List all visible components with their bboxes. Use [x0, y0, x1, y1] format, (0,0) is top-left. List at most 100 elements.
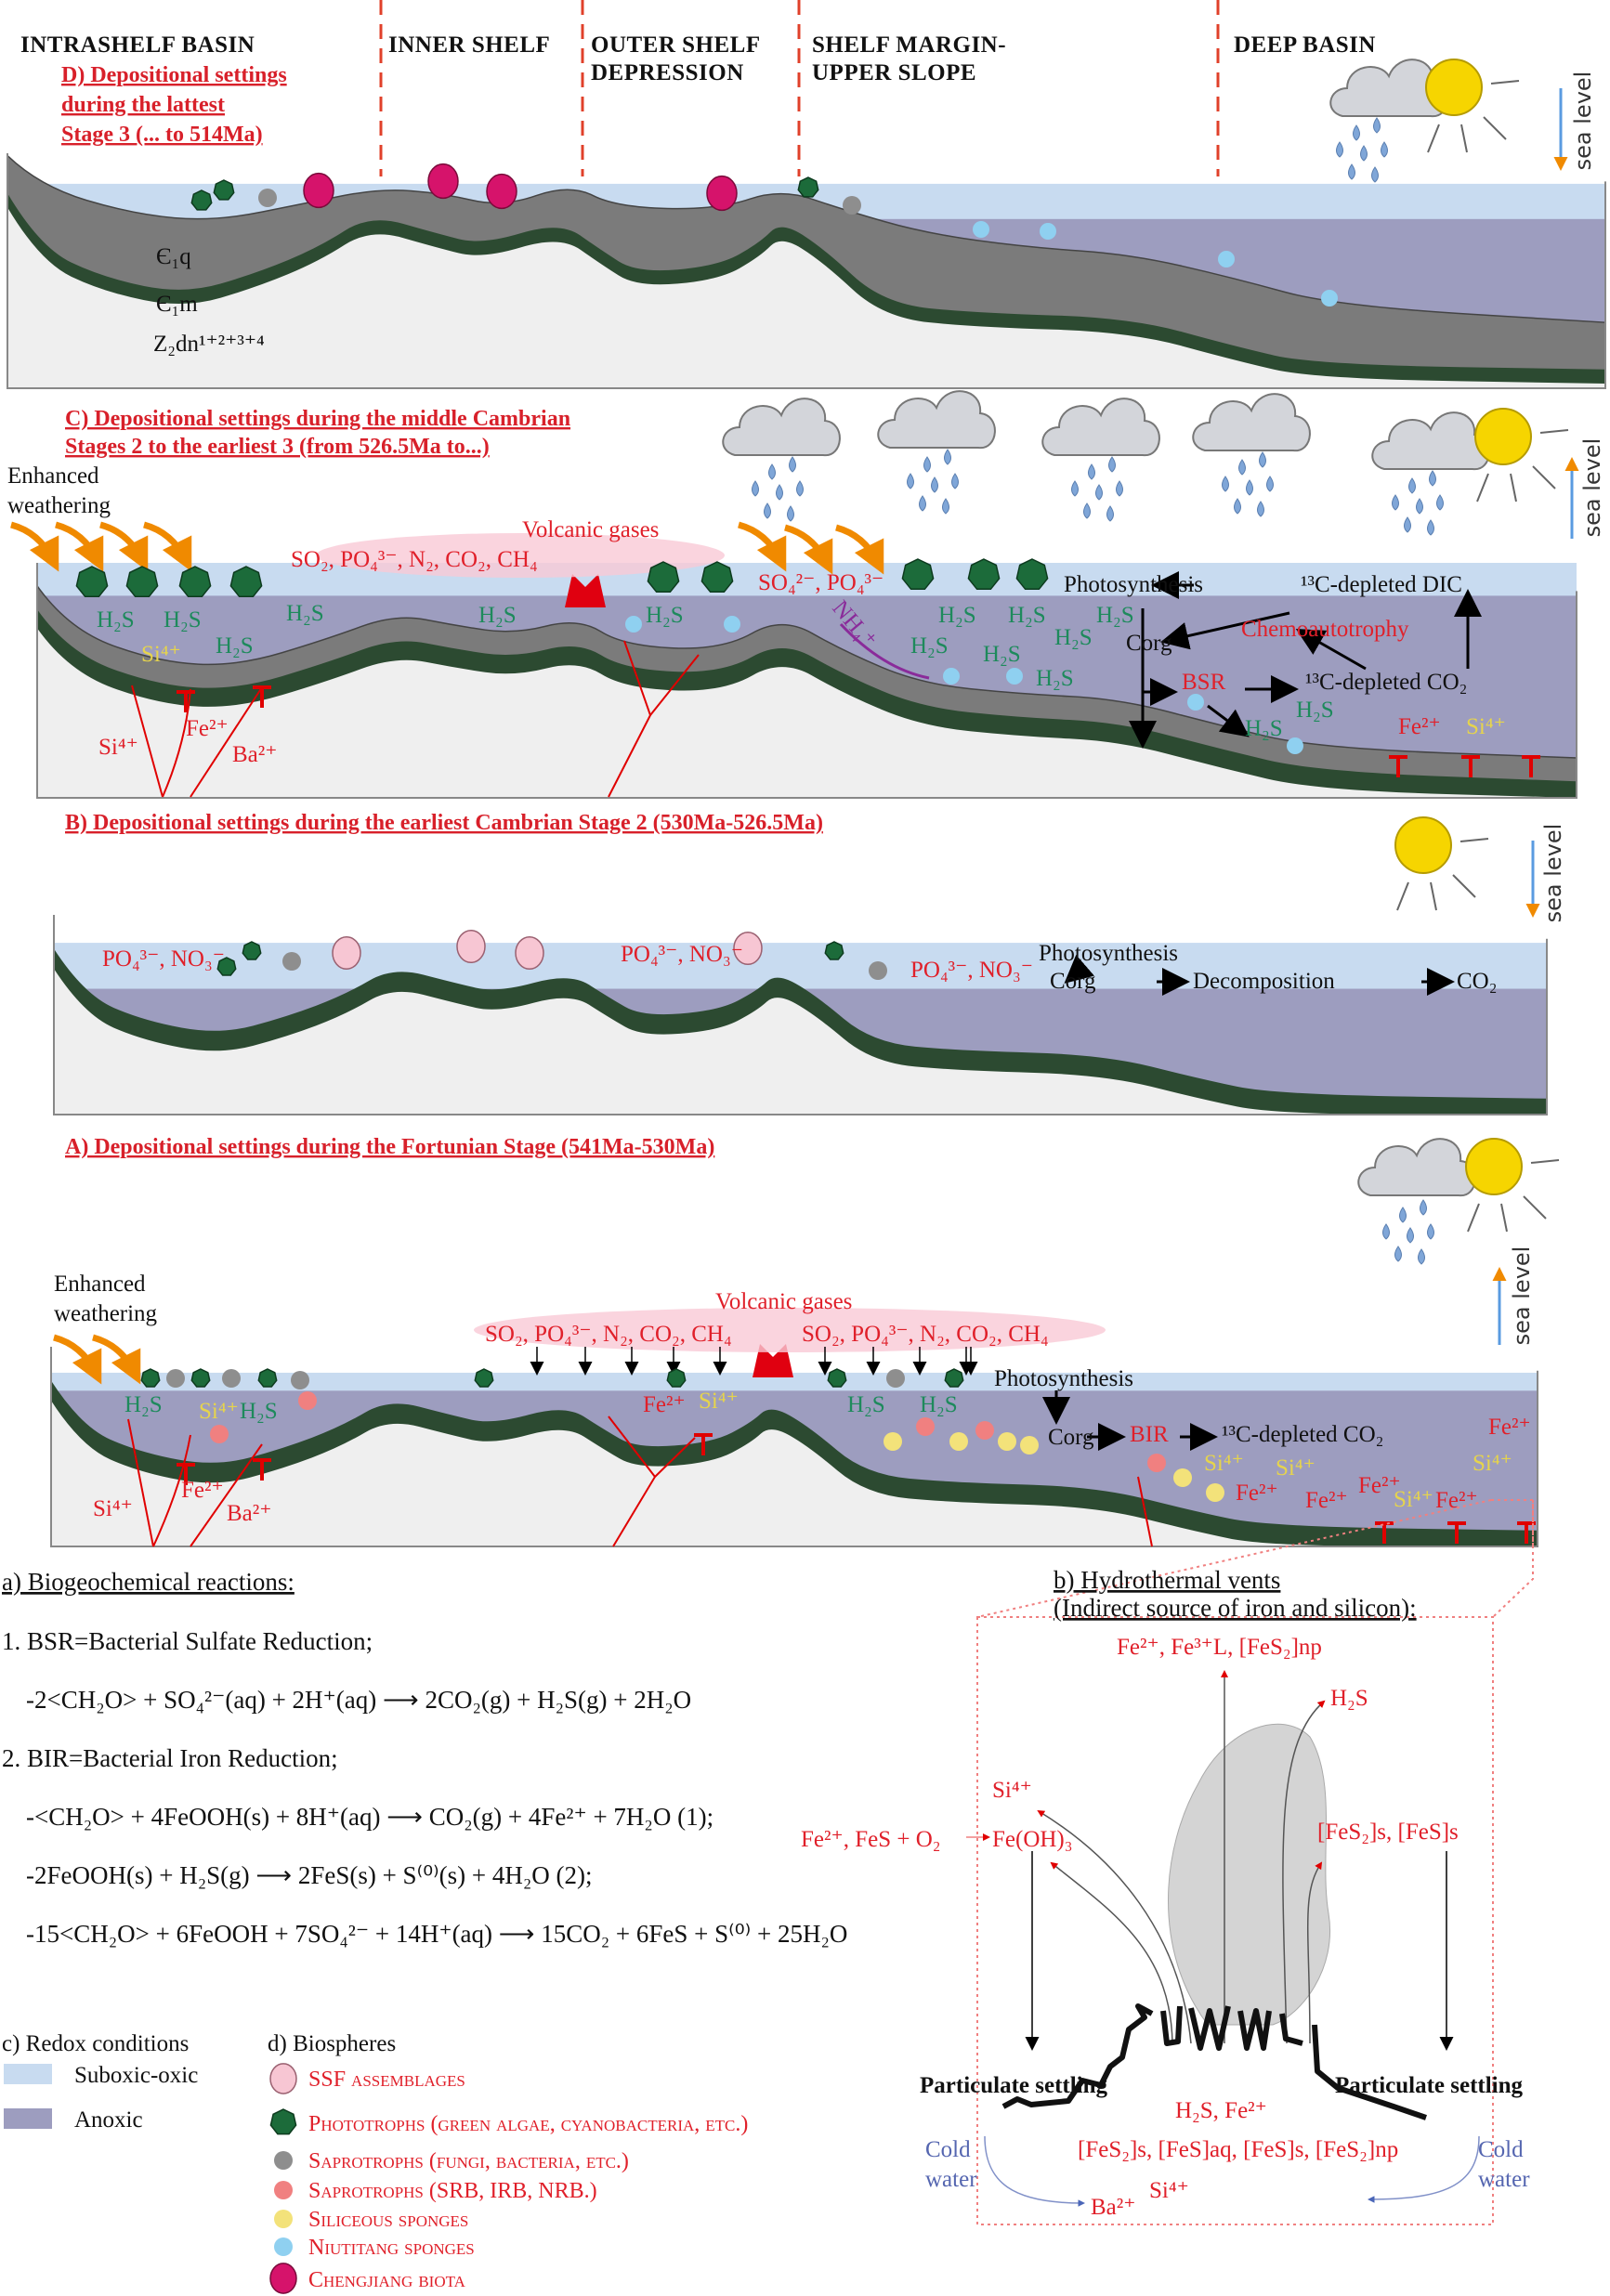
volcanic-gas-cloud [316, 533, 725, 578]
cloud-icon [1371, 411, 1490, 471]
phototroph-marker [827, 1368, 847, 1388]
photosynthesis-label: Photosynthesis [994, 1366, 1133, 1391]
panel-frame [53, 915, 1548, 1115]
fault-line [131, 685, 164, 798]
weathering-arrow [52, 1334, 102, 1385]
raindrop-icon [1088, 463, 1095, 480]
cloud-icon [722, 398, 841, 457]
h2s-label: H₂S [983, 642, 1021, 667]
phototroph-marker [700, 561, 734, 594]
zone-deep-basin: DEEP BASIN [1234, 33, 1376, 58]
raindrop-icon [1420, 1199, 1427, 1216]
weathering-arrow [142, 521, 192, 572]
h2s-label: H₂S [286, 601, 324, 626]
chengjiang-marker [706, 175, 738, 212]
phototroph-marker [1015, 558, 1049, 591]
inset-connector [976, 1499, 1534, 1618]
h2s-label: H₂S [97, 607, 135, 633]
bsr-heading: 1. BSR=Bacterial Sulfate Reduction; [2, 1627, 373, 1655]
raindrop-icon [787, 505, 794, 522]
corg-label: Corg [1048, 1425, 1094, 1450]
cross-section-geometry [7, 0, 1606, 1547]
ssf-marker [332, 936, 361, 970]
weathering-label-line2: weathering [7, 493, 111, 518]
weathering-arrow [9, 521, 59, 572]
raindrop-icon [1353, 124, 1360, 141]
silicon-label: Si⁴⁺ [1276, 1455, 1315, 1481]
raindrop-icon [1222, 476, 1229, 492]
sun-ray [1532, 465, 1556, 489]
cloud-icon [1041, 398, 1160, 457]
iron-label: Fe²⁺ [1305, 1488, 1348, 1513]
srb-saprotroph-marker [274, 2181, 293, 2199]
silicon-label: Si⁴⁺ [1204, 1451, 1244, 1476]
panel-c-title-line2: Stages 2 to the earliest 3 (from 526.5Ma… [65, 435, 490, 459]
ssf-marker [515, 936, 544, 970]
hydrothermal-plume [1168, 1723, 1330, 2026]
dic-label: ¹³C-depleted DIC [1301, 572, 1462, 597]
bir-label: BIR [1130, 1422, 1169, 1447]
phototroph-marker [190, 1368, 211, 1388]
raindrop-icon [1373, 117, 1381, 134]
saprotroph-marker [291, 1371, 309, 1389]
saprotroph-marker [843, 196, 861, 215]
siliceous-sponge-marker [274, 2210, 293, 2228]
silicon-source-label: Si⁴⁺ [98, 735, 138, 760]
sun-icon [1474, 408, 1532, 465]
legend: c) Redox conditions Suboxic-oxic Anoxic … [2, 2031, 748, 2294]
vents-heading-line2: (Indirect source of iron and silicon): [1054, 1594, 1417, 1622]
raindrop-icon [919, 495, 926, 512]
saprotroph-marker [886, 1369, 905, 1388]
stratum-e1q: Є₁q [156, 244, 191, 269]
saprotroph-marker [282, 952, 301, 971]
phototroph-marker [944, 1368, 964, 1388]
vent-top-products: Fe²⁺, Fe³⁺L, [FeS₂]np [1117, 1635, 1322, 1660]
chengjiang-marker [303, 172, 334, 209]
raindrop-icon [1427, 1223, 1434, 1240]
sun-icon [1465, 1138, 1523, 1195]
phototroph-marker [178, 566, 212, 598]
cloud-icon [877, 390, 996, 450]
fault-line [162, 688, 191, 798]
basement [54, 969, 1547, 1115]
iron-label: Fe²⁺ [1398, 714, 1441, 739]
panel-frame [50, 1347, 1538, 1547]
raindrop-icon [768, 463, 776, 480]
weathering-arrow [783, 524, 833, 575]
silicon-label: Si⁴⁺ [1394, 1487, 1433, 1512]
sun-ray [1490, 80, 1520, 85]
saprotroph-marker [166, 1369, 185, 1388]
legend-saprotrophs-srb: Saprotrophs (SRB, IRB, NRB.) [308, 2179, 597, 2203]
panel-frame [36, 563, 1577, 799]
raindrop-icon [907, 473, 914, 489]
sea-level-label: sea level [1579, 438, 1605, 538]
h2s-label: H₂S [478, 603, 517, 628]
niutitang-sponge-marker [274, 2237, 293, 2256]
raindrop-icon [942, 498, 949, 515]
cold-water-right: Cold [1478, 2137, 1524, 2162]
sun-ray [1476, 473, 1489, 502]
h2s-label: H₂S [164, 607, 202, 633]
hydrothermal-vent-diagram [966, 1499, 1534, 2225]
weathering-label-line2: weathering [54, 1301, 158, 1326]
raindrop-icon [1416, 498, 1423, 515]
iron-label: Fe²⁺ [1358, 1473, 1401, 1498]
fault-line [190, 686, 263, 798]
vent-silicon: Si⁴⁺ [992, 1778, 1032, 1803]
sun-ray [1483, 116, 1507, 140]
ssf-marker [456, 930, 486, 963]
h2s-label: H₂S [646, 603, 684, 628]
h2s-label: H₂S [910, 633, 949, 659]
h2s-label: H₂S [938, 603, 976, 628]
h2s-label: H₂S [920, 1392, 958, 1417]
siliceous-sponge-marker [884, 1432, 902, 1451]
raindrop-icon [1394, 1246, 1402, 1262]
raindrop-icon [1257, 501, 1264, 517]
panel-d-title-line3: Stage 3 (... to 514Ma) [61, 123, 263, 147]
legend-ssf: SSF assemblages [308, 2068, 465, 2092]
bir-equation-2: -2FeOOH(s) + H₂S(g) ⟶ 2FeS(s) + S⁽⁰⁾(s) … [26, 1861, 593, 1889]
redox-heading: c) Redox conditions [2, 2031, 189, 2056]
process-arrow [1160, 611, 1290, 650]
raindrop-icon [1408, 477, 1416, 494]
weathering-arrow [98, 521, 149, 572]
